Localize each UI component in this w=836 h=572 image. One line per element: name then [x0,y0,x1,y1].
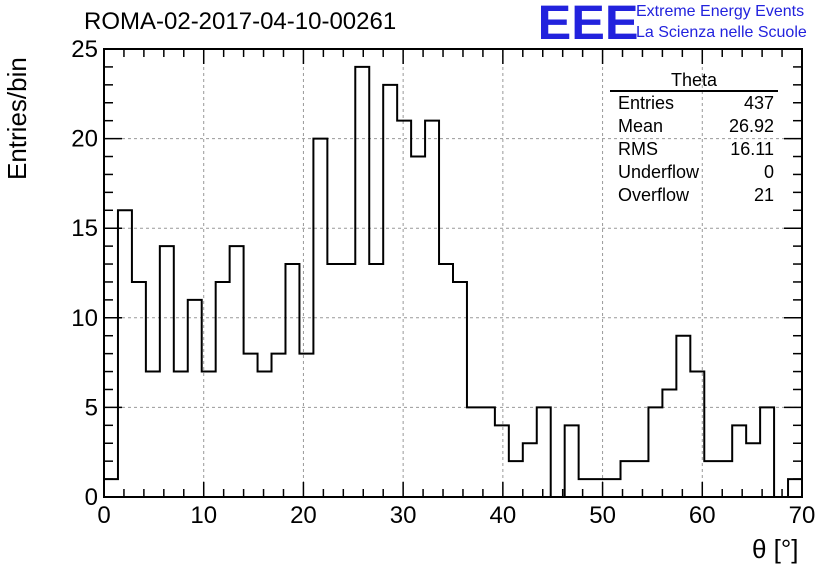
x-tick-label: 30 [390,502,417,529]
stats-row-rms: RMS 16.11 [610,138,778,161]
x-tick-label: 0 [97,502,110,529]
x-tick-label: 40 [490,502,517,529]
histogram-series [103,65,803,498]
stats-value: 26.92 [728,116,774,136]
x-tick-label: 50 [589,502,616,529]
eee-logo: EEE [537,0,639,50]
stats-label: Underflow [618,162,700,182]
x-tick-label: 20 [290,502,317,529]
axis-ticks [103,48,803,498]
logo-subtitle-1: Extreme Energy Events [636,3,805,20]
stats-box: Theta Entries 437 Mean 26.92 RMS 16.11 U… [610,70,778,207]
x-tick-label: 60 [689,502,716,529]
stats-value: 21 [753,185,774,205]
stats-row-mean: Mean 26.92 [610,115,778,138]
x-tick-label: 10 [190,502,217,529]
y-tick-label: 20 [71,126,98,153]
stats-label: Overflow [618,185,690,205]
stats-value: 0 [763,162,774,182]
stats-value: 16.11 [730,139,774,159]
chart-title: ROMA-02-2017-04-10-00261 [84,8,397,35]
y-tick-label: 0 [85,484,98,511]
stats-label: Entries [618,93,675,113]
grid-lines [104,49,802,497]
stats-row-underflow: Underflow 0 [610,161,778,184]
y-tick-label: 25 [71,36,98,63]
logo-subtitle-2: La Scienza nelle Scuole [636,24,807,41]
y-tick-label: 5 [85,394,98,421]
stats-row-entries: Entries 437 [610,92,778,115]
x-tick-label: 70 [789,502,816,529]
y-tick-label: 15 [71,215,98,242]
y-tick-label: 10 [71,305,98,332]
stats-label: RMS [618,139,658,159]
tick-labels: 0 10 20 30 40 50 60 70 0 5 10 15 20 25 [71,36,815,529]
stats-row-overflow: Overflow 21 [610,184,778,207]
stats-label: Mean [618,116,664,136]
x-axis-label: θ [°] [752,534,799,564]
stats-value: 437 [743,93,774,113]
plot-frame [103,48,803,498]
y-axis-label: Entries/bin [2,57,32,180]
stats-title: Theta [610,70,778,92]
